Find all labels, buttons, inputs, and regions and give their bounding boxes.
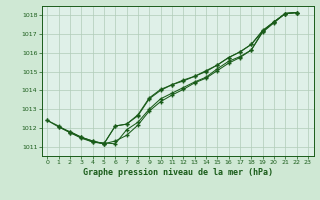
- X-axis label: Graphe pression niveau de la mer (hPa): Graphe pression niveau de la mer (hPa): [83, 168, 273, 177]
